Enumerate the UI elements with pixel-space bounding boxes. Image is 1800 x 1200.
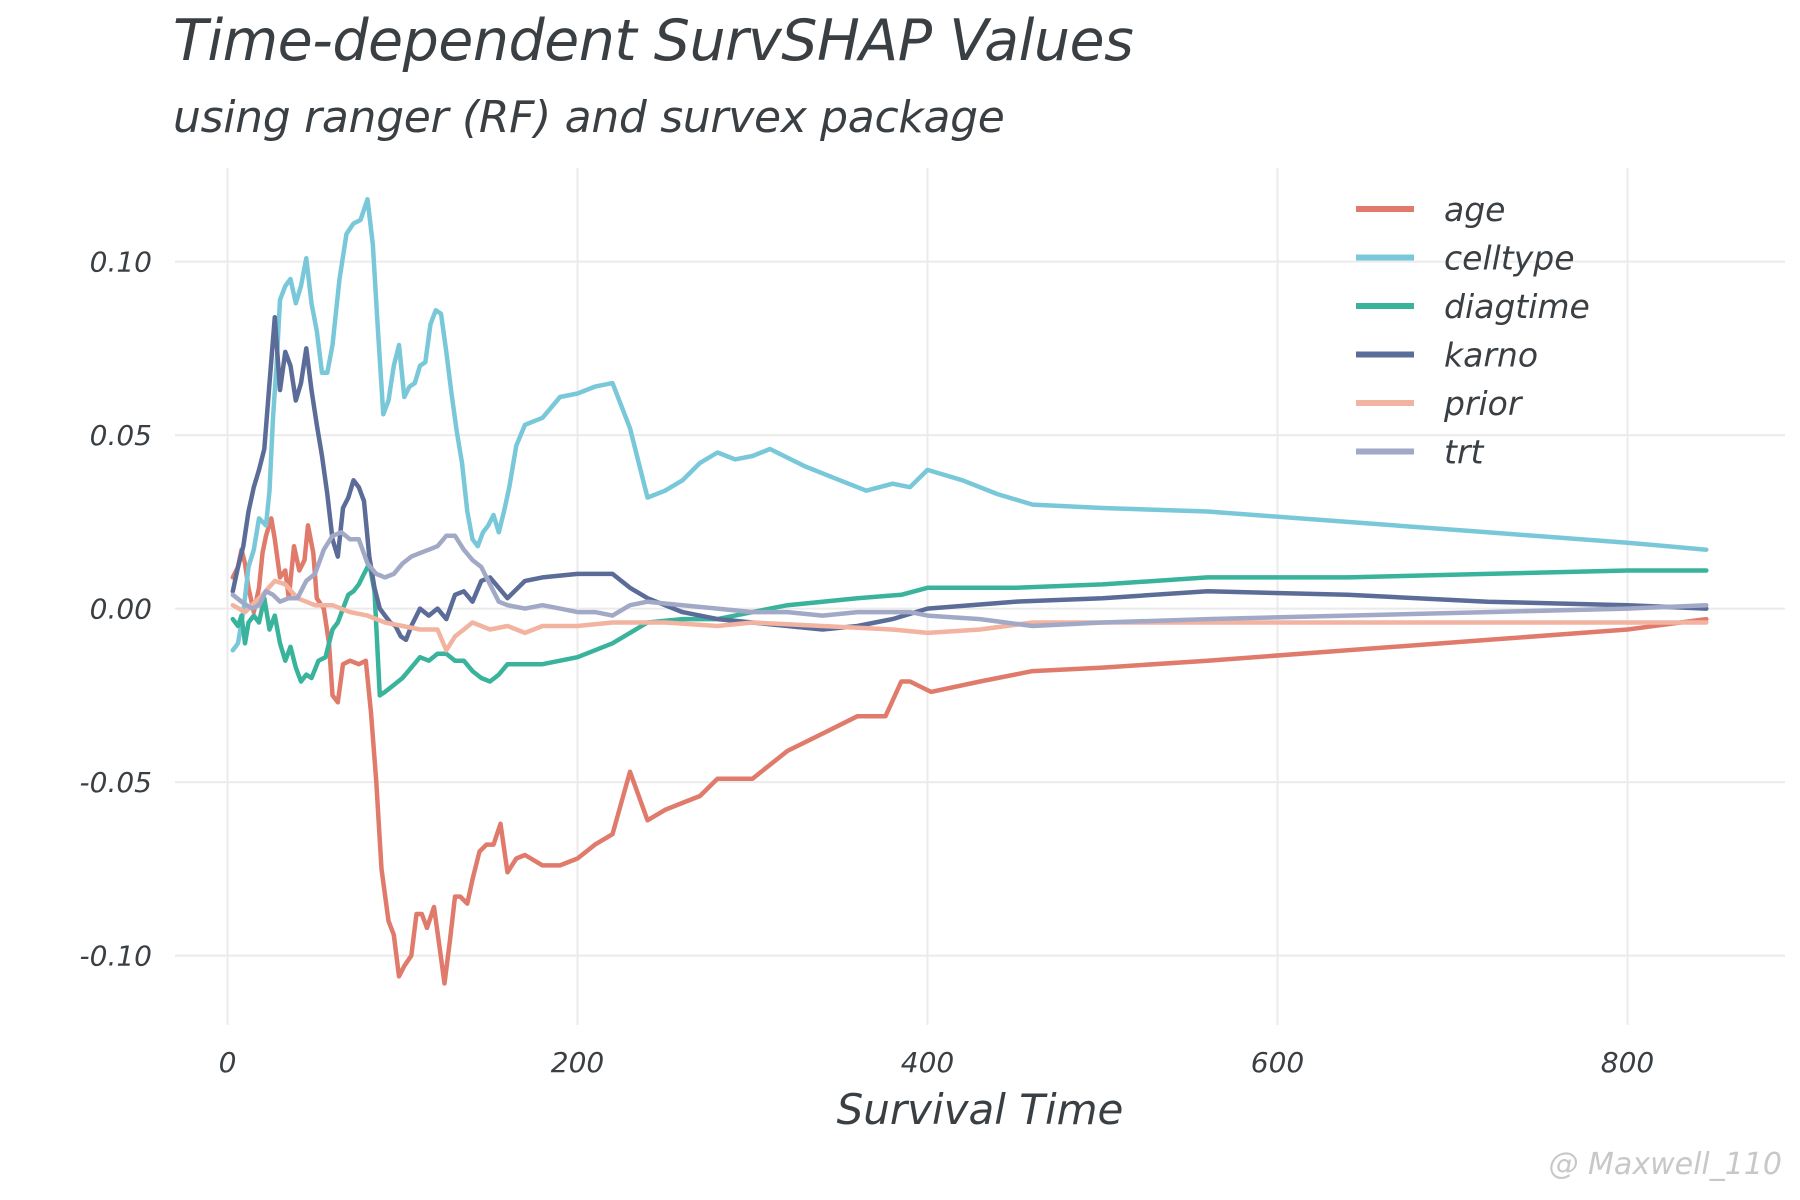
- x-axis-ticks: 0 200 400 600 800: [219, 1046, 1655, 1079]
- series-line-diagtime: [230, 561, 1709, 698]
- legend-label-age: age: [1444, 190, 1505, 229]
- legend-label-karno: karno: [1444, 336, 1538, 375]
- y-axis-ticks: -0.10 -0.05 0.00 0.05 0.10: [80, 246, 152, 973]
- x-tick-label: 800: [1601, 1046, 1654, 1079]
- series-line-celltype: [230, 196, 1709, 653]
- x-tick-label: 600: [1251, 1046, 1304, 1079]
- chart-subtitle: using ranger (RF) and survex package: [173, 92, 1005, 143]
- chart-title: Time-dependent SurvSHAP Values: [173, 8, 1134, 74]
- x-tick-label: 200: [551, 1046, 604, 1079]
- x-tick-label: 0: [219, 1046, 237, 1079]
- series-line-trt: [230, 530, 1709, 629]
- x-axis-title: Survival Time: [837, 1085, 1124, 1134]
- grid-lines: [175, 168, 1785, 1025]
- series-line-age: [230, 516, 1709, 986]
- y-tick-label: -0.05: [80, 766, 152, 799]
- legend-label-celltype: celltype: [1444, 239, 1575, 278]
- y-tick-label: 0.05: [90, 419, 152, 452]
- watermark: @ Maxwell_110: [1548, 1147, 1782, 1182]
- legend-label-prior: prior: [1443, 384, 1524, 423]
- legend-label-diagtime: diagtime: [1444, 287, 1590, 326]
- series-lines: [230, 196, 1709, 986]
- x-tick-label: 400: [901, 1046, 954, 1079]
- legend-label-trt: trt: [1444, 433, 1485, 472]
- legend: age celltype diagtime karno prior trt: [1356, 190, 1590, 472]
- y-tick-label: -0.10: [80, 940, 152, 973]
- y-tick-label: 0.00: [90, 593, 152, 626]
- y-tick-label: 0.10: [90, 246, 152, 279]
